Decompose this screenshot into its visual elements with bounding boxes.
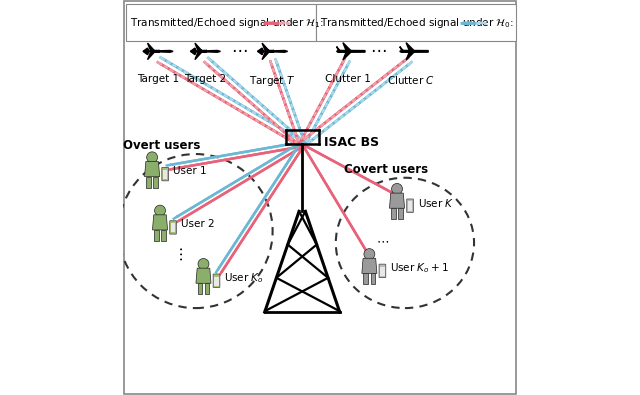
Polygon shape: [147, 177, 151, 188]
Polygon shape: [406, 51, 414, 60]
Circle shape: [198, 258, 209, 269]
FancyBboxPatch shape: [214, 276, 219, 286]
Text: User $K$: User $K$: [417, 197, 454, 209]
Polygon shape: [343, 43, 351, 51]
Polygon shape: [143, 51, 173, 52]
FancyBboxPatch shape: [408, 201, 412, 211]
Polygon shape: [257, 51, 264, 55]
Circle shape: [392, 183, 403, 194]
Text: Transmitted/Echoed signal under $\mathcal{H}_0$:: Transmitted/Echoed signal under $\mathca…: [320, 16, 514, 30]
Polygon shape: [371, 273, 375, 284]
Text: User $K_o$: User $K_o$: [224, 271, 264, 284]
Circle shape: [147, 152, 157, 163]
FancyBboxPatch shape: [213, 274, 220, 288]
FancyBboxPatch shape: [170, 221, 177, 234]
Polygon shape: [390, 193, 404, 208]
Polygon shape: [195, 43, 207, 51]
FancyBboxPatch shape: [379, 264, 386, 278]
Text: User 2: User 2: [180, 219, 214, 229]
Polygon shape: [337, 51, 365, 52]
Polygon shape: [364, 273, 368, 284]
Polygon shape: [262, 43, 274, 51]
Polygon shape: [154, 177, 158, 188]
Polygon shape: [257, 51, 287, 52]
Polygon shape: [198, 283, 202, 294]
Polygon shape: [343, 51, 351, 60]
Polygon shape: [154, 230, 159, 241]
Text: Transmitted/Echoed signal under $\mathcal{H}_1$:: Transmitted/Echoed signal under $\mathca…: [131, 16, 324, 30]
Polygon shape: [362, 258, 377, 273]
Polygon shape: [400, 51, 428, 52]
Text: $\cdots$: $\cdots$: [173, 247, 188, 263]
Text: Covert users: Covert users: [344, 163, 428, 176]
Polygon shape: [196, 268, 211, 283]
Text: Clutter 1: Clutter 1: [324, 74, 371, 84]
FancyBboxPatch shape: [163, 170, 168, 179]
Polygon shape: [400, 47, 404, 51]
Polygon shape: [191, 51, 196, 55]
Polygon shape: [337, 47, 340, 51]
Polygon shape: [257, 48, 264, 51]
Polygon shape: [406, 43, 414, 51]
Text: User 1: User 1: [173, 166, 206, 176]
Polygon shape: [145, 162, 159, 177]
Polygon shape: [262, 51, 274, 60]
Text: User $K_o+1$: User $K_o+1$: [390, 261, 449, 275]
FancyBboxPatch shape: [406, 199, 413, 213]
Polygon shape: [191, 48, 196, 51]
Text: Target 1: Target 1: [137, 74, 179, 84]
Polygon shape: [191, 51, 220, 52]
FancyBboxPatch shape: [162, 167, 168, 181]
Polygon shape: [148, 51, 159, 60]
Text: Overt users: Overt users: [122, 139, 200, 152]
Text: Target $T$: Target $T$: [250, 74, 296, 88]
FancyBboxPatch shape: [124, 1, 516, 394]
Polygon shape: [398, 208, 403, 219]
FancyBboxPatch shape: [125, 4, 316, 41]
Polygon shape: [143, 48, 149, 51]
Polygon shape: [148, 43, 159, 51]
Text: $\cdots$: $\cdots$: [231, 40, 248, 58]
FancyBboxPatch shape: [380, 267, 385, 276]
Polygon shape: [205, 283, 209, 294]
Circle shape: [364, 248, 375, 260]
Text: $\cdots$: $\cdots$: [376, 235, 389, 247]
FancyBboxPatch shape: [316, 4, 516, 41]
Text: ISAC BS: ISAC BS: [324, 136, 379, 149]
Polygon shape: [161, 230, 166, 241]
Circle shape: [155, 205, 166, 216]
Polygon shape: [152, 215, 168, 230]
Polygon shape: [391, 208, 396, 219]
Text: Clutter $C$: Clutter $C$: [387, 74, 435, 86]
Polygon shape: [195, 51, 207, 60]
Text: Target 2: Target 2: [184, 74, 227, 84]
Polygon shape: [143, 51, 149, 55]
Text: $\cdots$: $\cdots$: [370, 40, 387, 58]
FancyBboxPatch shape: [171, 223, 175, 232]
